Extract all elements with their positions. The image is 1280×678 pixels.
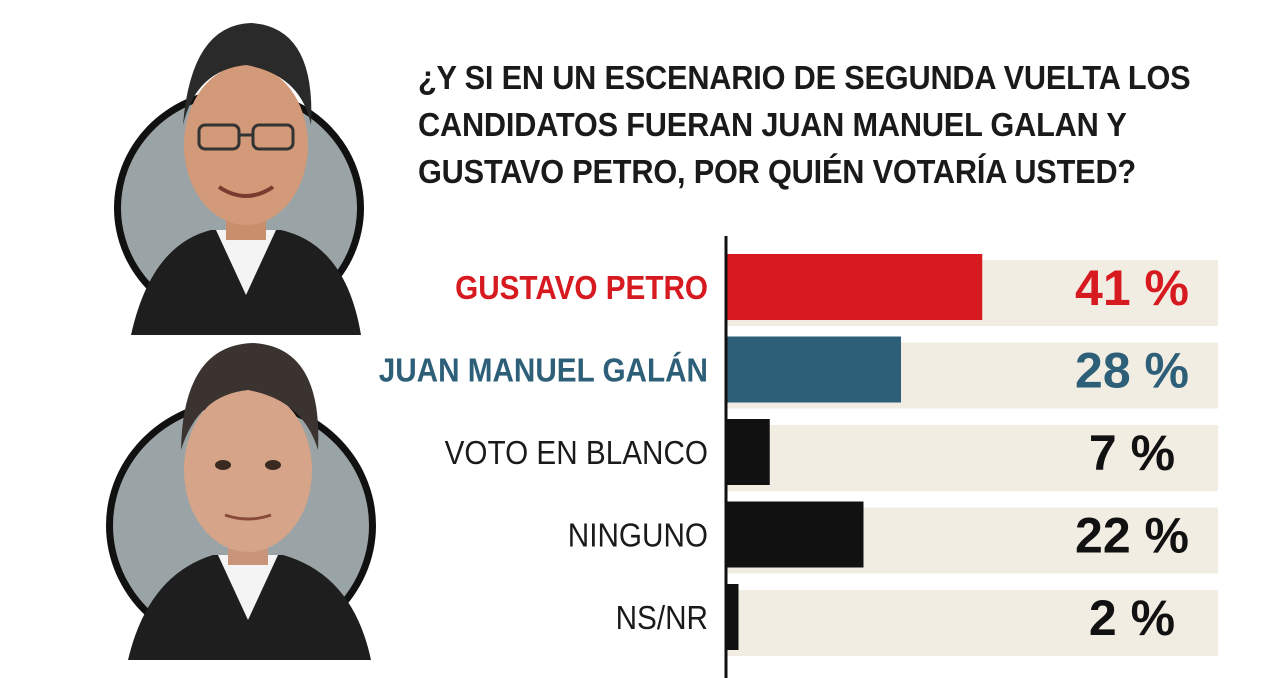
man-portrait-icon <box>128 343 371 660</box>
category-label: JUAN MANUEL GALÁN <box>379 352 708 389</box>
bar <box>726 336 901 403</box>
bar <box>726 501 864 568</box>
bar-track <box>726 590 1218 656</box>
chart-title: ¿Y SI EN UN ESCENARIO DE SEGUNDA VUELTA … <box>418 54 1199 195</box>
bar-track <box>726 425 1218 491</box>
bar <box>726 584 739 650</box>
value-label: 22 % <box>1075 508 1189 564</box>
value-label: 7 % <box>1089 425 1175 481</box>
title-line-1: ¿Y SI EN UN ESCENARIO DE SEGUNDA VUELTA … <box>418 59 1191 96</box>
value-label: 28 % <box>1075 343 1189 399</box>
category-label: VOTO EN BLANCO <box>445 435 708 472</box>
category-label: GUSTAVO PETRO <box>455 270 708 307</box>
value-label: 2 % <box>1089 590 1175 646</box>
man-with-glasses-portrait-icon <box>131 23 361 335</box>
value-label: 41 % <box>1075 260 1189 316</box>
category-label: NS/NR <box>616 600 708 637</box>
portrait-juan-manuel-galan <box>106 343 376 660</box>
bar <box>726 419 770 485</box>
bar <box>726 254 983 320</box>
portrait-gustavo-petro <box>114 23 364 335</box>
title-line-3: GUSTAVO PETRO, POR QUIÉN VOTARÍA USTED? <box>418 153 1136 190</box>
title-line-2: CANDIDATOS FUERAN JUAN MANUEL GALAN Y <box>418 106 1127 143</box>
category-label: NINGUNO <box>568 517 708 554</box>
